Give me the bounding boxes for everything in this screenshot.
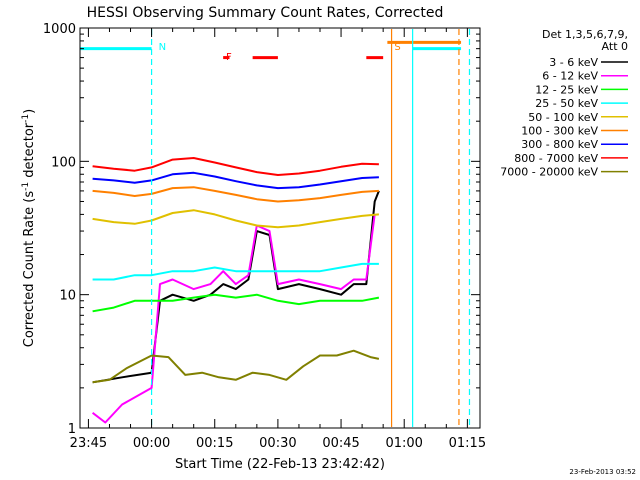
series-lines [91, 157, 380, 424]
y-tick-label: 10 [59, 289, 76, 304]
y-axis: 1 10 100 1000 [43, 22, 480, 437]
timestamp: 23-Feb-2013 03:52 [569, 468, 636, 476]
flag-bars [80, 40, 462, 60]
x-axis-label: Start Time (22-Feb-13 23:42:42) [175, 457, 385, 472]
x-tick-label: 23:45 [70, 436, 107, 451]
legend-label: 50 - 100 keV [528, 111, 598, 124]
series-line [92, 171, 379, 190]
x-tick-label: 00:15 [196, 436, 233, 451]
legend-label: 800 - 7000 keV [514, 152, 598, 165]
series-line [92, 186, 379, 203]
series-line [92, 157, 379, 176]
y-tick-label: 100 [51, 155, 76, 170]
legend-label: 12 - 25 keV [535, 83, 598, 96]
series-line [92, 293, 380, 313]
series-line [92, 349, 380, 384]
x-tick-label: 01:15 [449, 436, 486, 451]
x-tick-label: 00:30 [259, 436, 296, 451]
chart-title: HESSI Observing Summary Count Rates, Cor… [87, 5, 444, 21]
x-tick-label: 00:45 [322, 436, 359, 451]
flag-label: S [394, 42, 400, 53]
legend-label: 100 - 300 keV [521, 125, 598, 138]
series-line [92, 209, 379, 229]
mode-markers [150, 29, 471, 427]
plot-frame [79, 27, 481, 429]
y-tick-label: 1 [68, 422, 76, 437]
legend-header: Det 1,3,5,6,7,9, [542, 28, 628, 41]
series-line [92, 262, 379, 281]
y-tick-label: 1000 [43, 22, 76, 37]
flag-label: N [159, 42, 166, 53]
x-tick-label: 01:00 [385, 436, 422, 451]
legend-label: 7000 - 20000 keV [500, 166, 598, 179]
legend-header: Att 0 [602, 40, 628, 53]
series-line [91, 214, 376, 424]
legend-label: 6 - 12 keV [542, 70, 598, 83]
y-axis-label: Corrected Count Rate (s-1 detector-1) [21, 109, 37, 347]
flag-annotations: NFS [159, 42, 401, 63]
legend-label: 25 - 50 keV [535, 97, 598, 110]
x-axis: 23:45 00:00 00:15 00:30 00:45 01:00 01:15 [70, 28, 486, 451]
legend-label: 3 - 6 keV [549, 56, 598, 69]
flag-label: F [226, 52, 232, 63]
legend-label: 300 - 800 keV [521, 138, 598, 151]
x-tick-label: 00:00 [133, 436, 170, 451]
